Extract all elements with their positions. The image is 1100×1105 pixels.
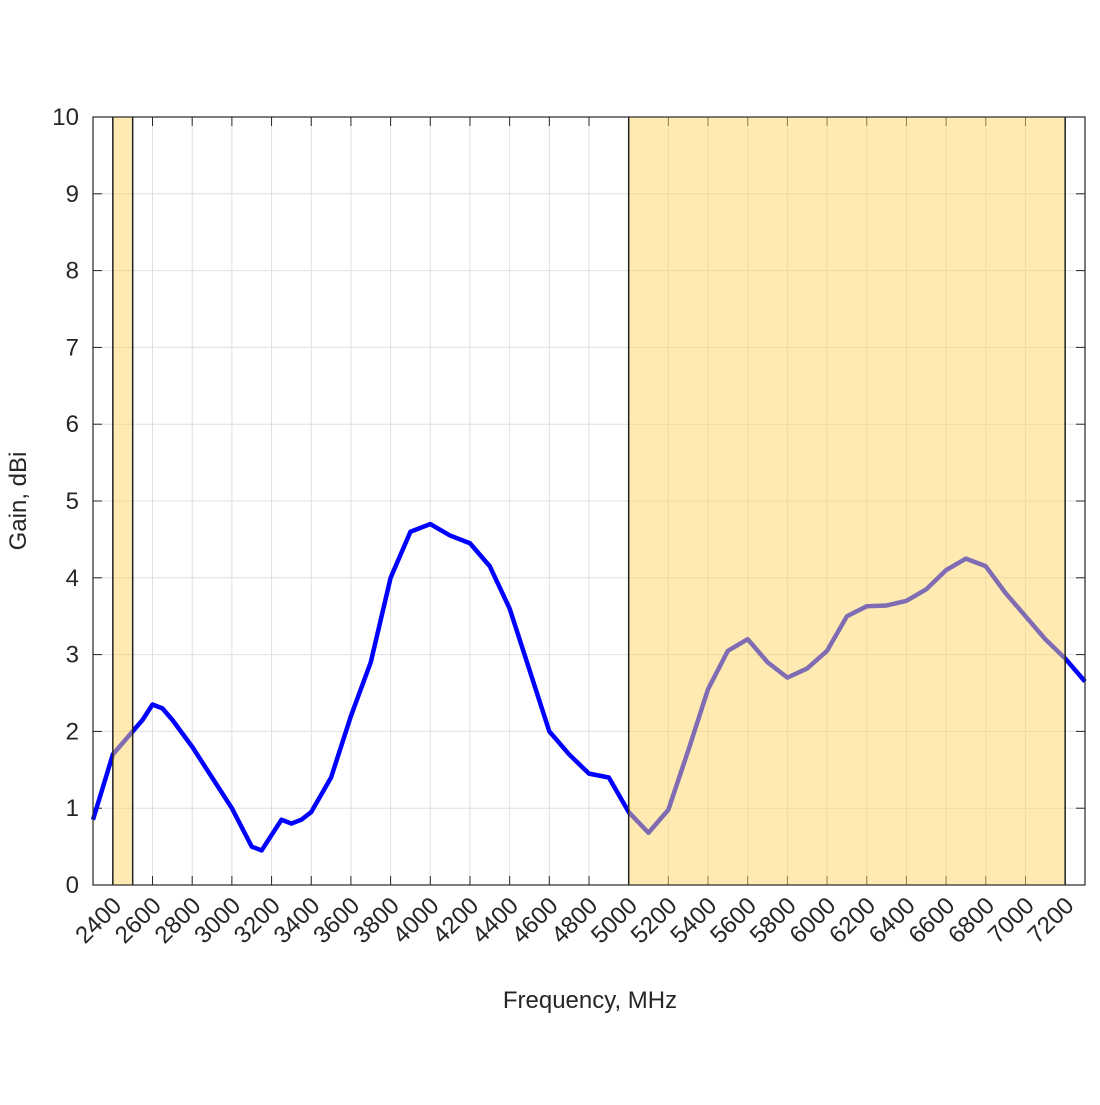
y-tick-label: 4 [66,565,79,592]
x-axis-label: Frequency, MHz [503,987,677,1014]
y-tick-label: 1 [66,795,79,822]
y-tick-label: 6 [66,411,79,438]
y-tick-label: 0 [66,872,79,899]
y-axis-label: Gain, dBi [5,452,32,551]
x-tick-label: 7200 [1023,892,1080,949]
y-tick-label: 2 [66,718,79,745]
y-tick-label: 9 [66,181,79,208]
y-tick-label: 5 [66,488,79,515]
plot-frame [92,116,1086,886]
shaded-band [112,117,133,885]
y-tick-label: 3 [66,642,79,669]
shaded-band [628,117,1066,885]
y-tick-label: 8 [66,258,79,285]
y-tick-label: 7 [66,334,79,361]
y-tick-label: 10 [52,104,79,131]
